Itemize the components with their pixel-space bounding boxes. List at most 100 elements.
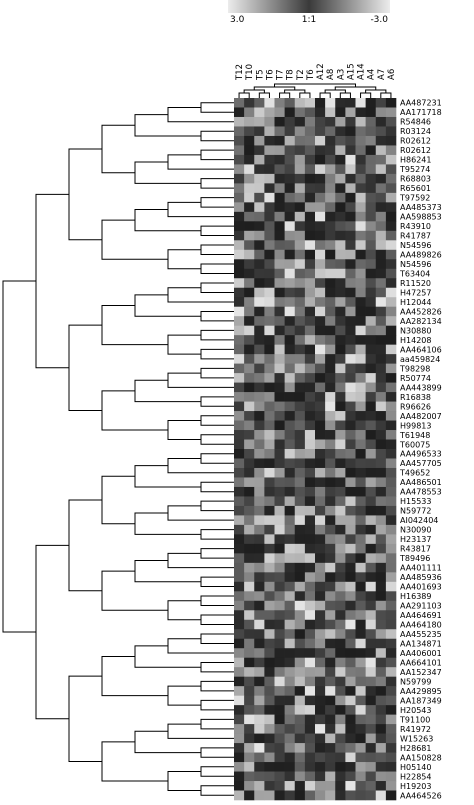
- heatmap-cell: [375, 202, 387, 213]
- heatmap-cell: [325, 107, 336, 118]
- column-dendrogram-branch: [279, 92, 291, 98]
- heatmap-cell: [274, 259, 285, 270]
- heatmap-cell: [375, 192, 387, 203]
- heatmap-cell: [244, 363, 255, 374]
- heatmap-cell: [244, 335, 255, 345]
- heatmap-cell: [375, 382, 387, 393]
- heatmap-cell: [254, 600, 265, 611]
- heatmap-cell: [244, 183, 255, 194]
- heatmap-cell: [294, 752, 306, 763]
- heatmap-cell: [254, 477, 265, 488]
- heatmap-cell: [264, 657, 275, 668]
- gene-label: AA401693: [400, 583, 442, 592]
- heatmap-cell: [244, 600, 255, 611]
- heatmap-cell: [254, 373, 265, 383]
- heatmap-cell: [365, 657, 377, 668]
- heatmap-cell: [335, 686, 346, 696]
- heatmap-cell: [244, 458, 255, 469]
- heatmap-cell: [254, 676, 265, 687]
- heatmap-cell: [335, 581, 346, 592]
- heatmap-cell: [264, 648, 275, 659]
- heatmap-cell: [274, 240, 285, 251]
- heatmap-cell: [304, 164, 316, 175]
- heatmap-cell: [274, 524, 285, 535]
- heatmap-cell: [304, 591, 316, 602]
- heatmap-cell: [315, 591, 326, 602]
- gene-label: AA464526: [400, 791, 442, 800]
- heatmap-cell: [274, 145, 285, 156]
- heatmap-cell: [304, 354, 316, 364]
- heatmap-cell: [335, 173, 346, 184]
- heatmap-cell: [274, 762, 285, 772]
- heatmap-cell: [385, 743, 397, 753]
- heatmap-cell: [385, 145, 397, 156]
- heatmap-cell: [345, 316, 356, 326]
- heatmap-cell: [365, 686, 377, 696]
- heatmap-cell: [294, 411, 306, 421]
- heatmap-cell: [355, 344, 366, 355]
- heatmap-cell: [315, 790, 326, 801]
- heatmap-cell: [355, 392, 366, 402]
- heatmap-cell: [294, 676, 306, 687]
- heatmap-cell: [234, 373, 245, 383]
- heatmap-cell: [375, 762, 387, 772]
- heatmap-cell: [365, 562, 377, 573]
- heatmap-cell: [365, 714, 377, 725]
- heatmap-cell: [315, 562, 326, 573]
- gene-label: R41787: [400, 232, 431, 241]
- heatmap-cell: [304, 781, 316, 791]
- gene-label: H47257: [400, 288, 431, 297]
- heatmap-cell: [304, 467, 316, 478]
- heatmap-cell: [244, 515, 255, 526]
- heatmap-cell: [264, 724, 275, 734]
- heatmap-cell: [254, 724, 265, 734]
- heatmap-cell: [294, 249, 306, 260]
- heatmap-cell: [234, 221, 245, 232]
- heatmap-cell: [284, 164, 296, 175]
- row-dendrogram-branch: [200, 415, 234, 426]
- heatmap-cell: [385, 781, 397, 791]
- heatmap-cell: [304, 629, 316, 640]
- gene-label: N30090: [400, 526, 431, 535]
- gene-label: R41972: [400, 725, 431, 734]
- heatmap-cell: [385, 401, 397, 412]
- heatmap-cell: [264, 411, 275, 421]
- heatmap-cell: [244, 629, 255, 640]
- heatmap-cell: [284, 534, 296, 545]
- heatmap-cell: [254, 135, 265, 146]
- heatmap-cell: [365, 173, 377, 184]
- heatmap-cell: [375, 183, 387, 194]
- heatmap-cell: [335, 524, 346, 535]
- heatmap-cell: [304, 743, 316, 753]
- heatmap-cell: [325, 287, 336, 298]
- heatmap-cell: [355, 164, 366, 175]
- heatmap-cell: [325, 259, 336, 270]
- heatmap-cell: [335, 392, 346, 402]
- heatmap-cell: [254, 249, 265, 260]
- heatmap-cell: [274, 733, 285, 744]
- heatmap-cell: [365, 268, 377, 279]
- heatmap-cell: [304, 126, 316, 137]
- heatmap-cell: [375, 154, 387, 165]
- heatmap-cell: [385, 126, 397, 137]
- heatmap-cell: [244, 344, 255, 355]
- heatmap-cell: [385, 249, 397, 260]
- heatmap-cell: [234, 553, 245, 564]
- heatmap-cell: [274, 344, 285, 355]
- heatmap-cell: [345, 562, 356, 573]
- heatmap-cell: [365, 553, 377, 564]
- heatmap-cell: [244, 278, 255, 289]
- heatmap-cell: [315, 524, 326, 535]
- heatmap-cell: [355, 790, 366, 801]
- heatmap-cell: [325, 135, 336, 146]
- heatmap-cell: [375, 505, 387, 516]
- heatmap-cell: [375, 420, 387, 431]
- heatmap-cell: [375, 287, 387, 298]
- heatmap-cell: [335, 695, 346, 706]
- heatmap-cell: [375, 619, 387, 630]
- heatmap-cell: [244, 116, 255, 127]
- heatmap-cell: [365, 164, 377, 175]
- heatmap-cell: [345, 638, 356, 649]
- column-label: T7: [276, 69, 286, 81]
